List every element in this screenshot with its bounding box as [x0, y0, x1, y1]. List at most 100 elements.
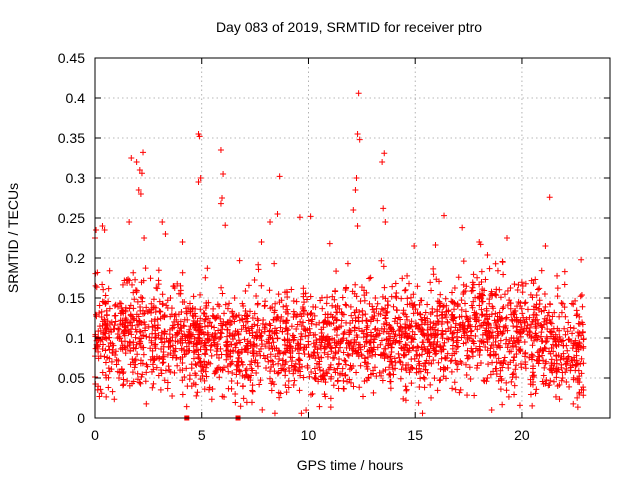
- data-point: [93, 313, 100, 320]
- data-point: [229, 369, 236, 376]
- data-point: [330, 382, 337, 389]
- data-point: [397, 316, 404, 323]
- data-point: [218, 351, 225, 358]
- data-point: [332, 349, 339, 356]
- data-point: [552, 331, 559, 338]
- data-point: [157, 308, 164, 315]
- data-point: [166, 326, 173, 333]
- data-point: [279, 328, 286, 335]
- x-tick-label: 0: [91, 427, 99, 443]
- data-point: [219, 326, 226, 333]
- data-point: [171, 369, 178, 376]
- data-point: [195, 354, 202, 361]
- data-point: [312, 375, 319, 382]
- data-point: [575, 332, 582, 339]
- data-point: [134, 322, 141, 329]
- data-point: [421, 375, 428, 382]
- data-point: [139, 360, 146, 367]
- data-point: [407, 366, 414, 373]
- data-point: [410, 310, 417, 317]
- data-point: [128, 331, 135, 338]
- data-point: [533, 325, 540, 332]
- data-point: [340, 349, 347, 356]
- data-point: [529, 352, 536, 359]
- data-point: [298, 410, 305, 417]
- data-point: [551, 335, 558, 342]
- y-tick-label: 0.25: [58, 210, 85, 226]
- data-point: [424, 301, 431, 308]
- data-point: [345, 340, 352, 347]
- data-point: [283, 389, 290, 396]
- data-point: [120, 329, 127, 336]
- data-point: [551, 360, 558, 367]
- data-point: [301, 344, 308, 351]
- data-point: [380, 328, 387, 335]
- data-point: [147, 345, 154, 352]
- data-point: [465, 354, 472, 361]
- data-point: [496, 323, 503, 330]
- data-point: [197, 376, 204, 383]
- data-point: [552, 342, 559, 349]
- data-point: [96, 309, 103, 316]
- data-point: [202, 274, 209, 281]
- data-point: [360, 393, 367, 400]
- data-point: [441, 339, 448, 346]
- data-point: [328, 373, 335, 380]
- data-point: [536, 297, 543, 304]
- data-point: [213, 343, 220, 350]
- data-point: [106, 346, 113, 353]
- data-point: [210, 305, 217, 312]
- data-point: [224, 338, 231, 345]
- data-point: [458, 360, 465, 367]
- data-point: [288, 286, 295, 293]
- data-point: [247, 377, 254, 384]
- data-point: [272, 353, 279, 360]
- data-point: [580, 392, 587, 399]
- data-point: [380, 263, 387, 270]
- data-point: [427, 381, 434, 388]
- data-point: [402, 397, 409, 404]
- data-point: [561, 325, 568, 332]
- data-point: [487, 352, 494, 359]
- data-point: [550, 348, 557, 355]
- data-point: [144, 363, 151, 370]
- data-point: [344, 351, 351, 358]
- y-tick-label: 0: [77, 410, 85, 426]
- data-point: [291, 311, 298, 318]
- data-point: [284, 317, 291, 324]
- data-point: [469, 349, 476, 356]
- data-point: [497, 337, 504, 344]
- data-point: [425, 336, 432, 343]
- data-point: [276, 347, 283, 354]
- data-point: [549, 369, 556, 376]
- data-point: [392, 293, 399, 300]
- data-point: [524, 306, 531, 313]
- data-point: [274, 335, 281, 342]
- data-point: [540, 347, 547, 354]
- data-point: [297, 341, 304, 348]
- data-point: [263, 365, 270, 372]
- data-point: [186, 300, 193, 307]
- data-point: [329, 302, 336, 309]
- data-point: [228, 385, 235, 392]
- data-point: [576, 320, 583, 327]
- data-point: [157, 386, 164, 393]
- data-point: [242, 367, 249, 374]
- data-point: [372, 351, 379, 358]
- data-point: [178, 345, 185, 352]
- data-point: [575, 342, 582, 349]
- y-tick-label: 0.3: [66, 170, 86, 186]
- data-point: [411, 331, 418, 338]
- data-point: [221, 394, 228, 401]
- data-point: [573, 352, 580, 359]
- data-point: [578, 256, 585, 263]
- data-point: [401, 287, 408, 294]
- data-point: [476, 302, 483, 309]
- data-point: [573, 312, 580, 319]
- data-point: [215, 354, 222, 361]
- data-point: [542, 303, 549, 310]
- data-point: [510, 370, 517, 377]
- data-point: [200, 310, 207, 317]
- data-point: [517, 303, 524, 310]
- data-point: [410, 291, 417, 298]
